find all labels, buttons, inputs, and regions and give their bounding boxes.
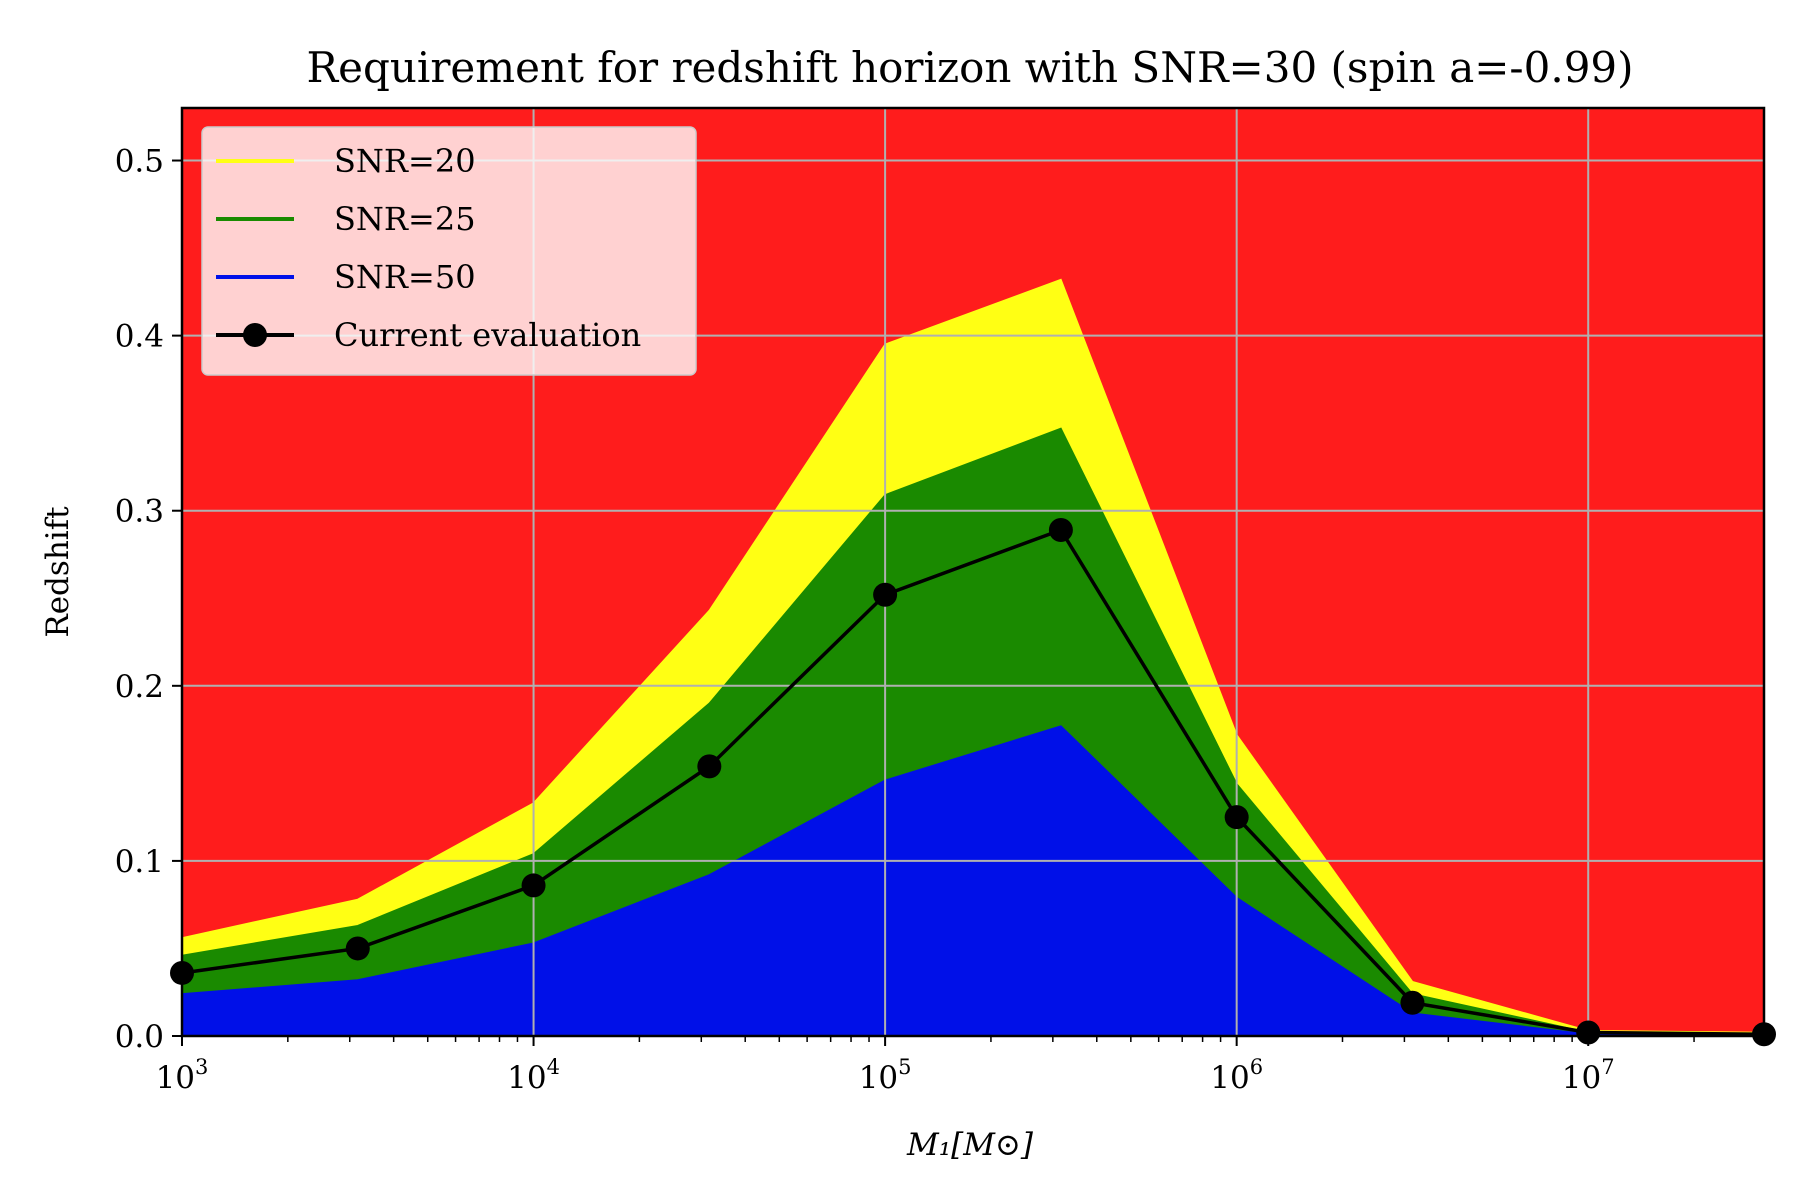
legend-marker-current-evaluation (243, 323, 267, 347)
chart-title: Requirement for redshift horizon with SN… (306, 43, 1633, 92)
y-tick-label: 0.1 (115, 844, 164, 880)
legend-label-current-evaluation: Current evaluation (334, 316, 641, 354)
y-tick-label: 0.3 (115, 494, 164, 530)
current-evaluation-point (873, 582, 898, 607)
current-evaluation-point (345, 936, 370, 961)
current-evaluation-line (181, 527, 1765, 1036)
legend: SNR=20 SNR=25 SNR=50 Current evaluation (201, 126, 697, 376)
plot-area: 103 104 105 106 107 0.0 0.1 0.2 0.3 0.4 0.5 (115, 106, 1776, 1096)
legend-label-snr-50: SNR=50 (334, 258, 476, 296)
current-evaluation-point (1400, 990, 1425, 1015)
legend-label-snr-25: SNR=25 (334, 200, 476, 238)
y-tick-label: 0.4 (115, 319, 164, 355)
legend-label-snr-20: SNR=20 (334, 142, 476, 180)
y-axis-label: Redshift (40, 506, 76, 638)
current-evaluation-point (1224, 805, 1249, 830)
y-tick-label: 0.0 (115, 1019, 164, 1055)
x-axis-label: M₁[M⊙] (906, 1127, 1034, 1163)
x-tick-label: 107 (1562, 1055, 1615, 1096)
current-evaluation-point (697, 754, 722, 779)
legend-box (201, 126, 697, 376)
x-tick-label: 103 (156, 1055, 209, 1096)
x-tick-label: 104 (507, 1055, 560, 1096)
axes-frame (180, 106, 1766, 1038)
current-evaluation-point (1048, 517, 1073, 542)
y-tick-label: 0.2 (115, 669, 164, 705)
current-evaluation-point (1576, 1020, 1601, 1045)
current-evaluation-point (521, 873, 546, 898)
x-tick-label: 106 (1210, 1055, 1263, 1096)
x-tick-label: 105 (859, 1055, 912, 1096)
y-tick-label: 0.5 (115, 144, 164, 180)
